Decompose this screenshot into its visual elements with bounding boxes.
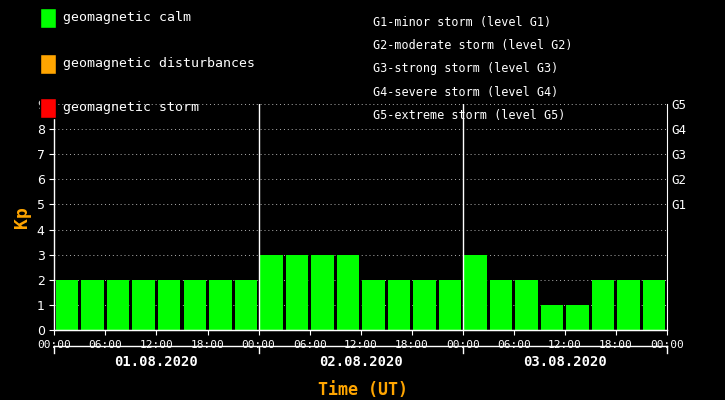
Text: 01.08.2020: 01.08.2020	[115, 355, 199, 369]
Bar	[56, 280, 78, 330]
Text: geomagnetic storm: geomagnetic storm	[63, 102, 199, 114]
Bar	[286, 255, 308, 330]
Bar	[643, 280, 666, 330]
Bar	[592, 280, 614, 330]
Bar	[362, 280, 385, 330]
Bar	[439, 280, 461, 330]
Bar	[183, 280, 206, 330]
Text: geomagnetic calm: geomagnetic calm	[63, 12, 191, 24]
Text: Time (UT): Time (UT)	[318, 381, 407, 399]
Bar	[566, 305, 589, 330]
Bar	[336, 255, 359, 330]
Bar	[81, 280, 104, 330]
Bar	[618, 280, 640, 330]
Bar	[133, 280, 155, 330]
Bar	[490, 280, 513, 330]
Bar	[388, 280, 410, 330]
Text: G4-severe storm (level G4): G4-severe storm (level G4)	[373, 86, 559, 99]
Text: 02.08.2020: 02.08.2020	[319, 355, 402, 369]
Bar	[541, 305, 563, 330]
Y-axis label: Kp: Kp	[13, 206, 31, 228]
Text: G2-moderate storm (level G2): G2-moderate storm (level G2)	[373, 39, 573, 52]
Bar	[311, 255, 334, 330]
Bar	[209, 280, 231, 330]
Text: G5-extreme storm (level G5): G5-extreme storm (level G5)	[373, 109, 566, 122]
Text: geomagnetic disturbances: geomagnetic disturbances	[63, 58, 255, 70]
Bar	[107, 280, 130, 330]
Bar	[413, 280, 436, 330]
Text: G1-minor storm (level G1): G1-minor storm (level G1)	[373, 16, 552, 29]
Bar	[158, 280, 181, 330]
Text: 03.08.2020: 03.08.2020	[523, 355, 607, 369]
Bar	[515, 280, 538, 330]
Bar	[235, 280, 257, 330]
Bar	[464, 255, 486, 330]
Bar	[260, 255, 283, 330]
Text: G3-strong storm (level G3): G3-strong storm (level G3)	[373, 62, 559, 76]
